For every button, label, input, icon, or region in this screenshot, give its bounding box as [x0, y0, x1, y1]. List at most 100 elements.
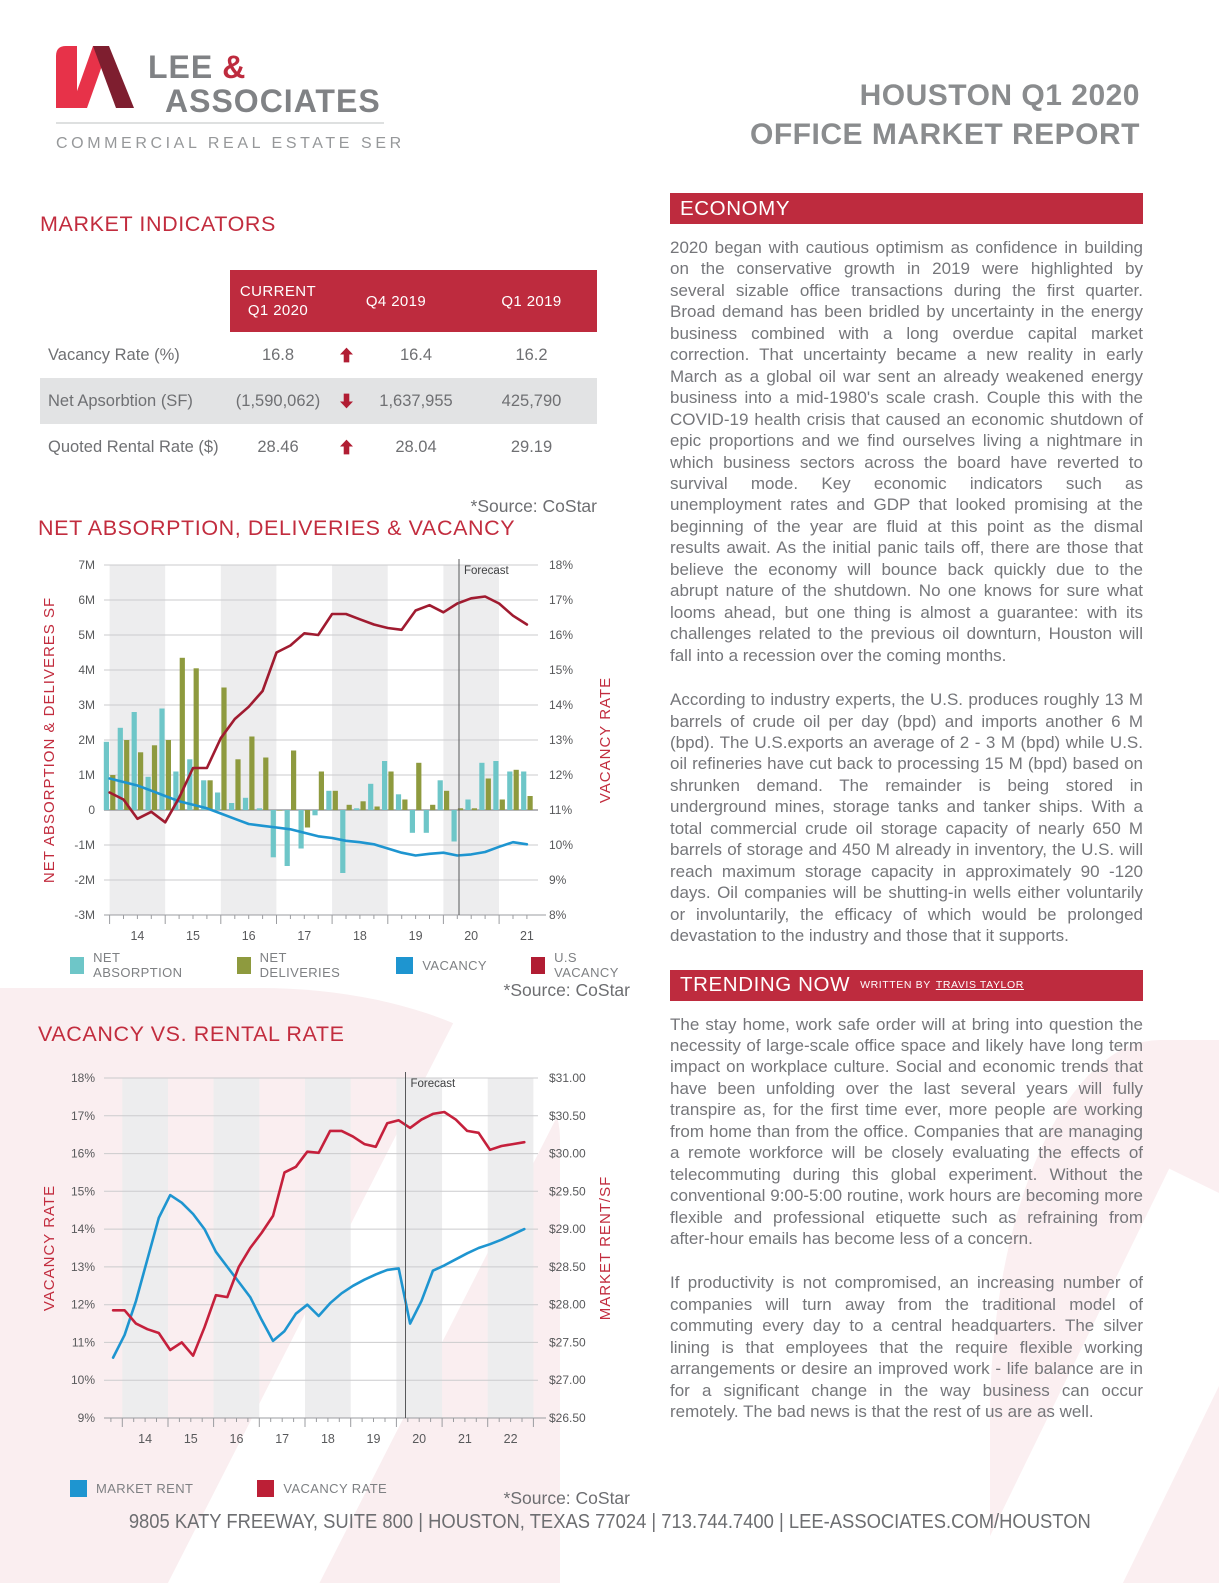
footer-text: 9805 KATY FREEWAY, SUITE 800 | HOUSTON, …: [128, 1511, 1091, 1533]
vacancy-vs-rental-rate-chart: 18% 17% 16% 15% 14% 13% 12% 11% 10% 9% $31.00 $30.5…: [41, 1071, 614, 1446]
right-axis-tick: $31.00: [549, 1071, 586, 1085]
source-note: *Source: CoStar: [470, 496, 597, 516]
right-axis-tick: 13%: [549, 733, 573, 747]
legend-swatch: [70, 956, 85, 974]
right-axis-title: VACANCY RATE: [597, 677, 614, 803]
right-axis-tick: $30.00: [549, 1147, 586, 1161]
right-axis-tick: 11%: [549, 803, 572, 817]
right-axis-tick: $28.00: [549, 1298, 586, 1312]
trend-down-arrow: [326, 393, 366, 409]
x-axis-label: 17: [275, 1432, 289, 1446]
legend-item: NET DELIVERIES: [236, 950, 353, 980]
left-axis-title: VACANCY RATE: [41, 1185, 58, 1311]
right-axis-tick: 15%: [549, 663, 573, 677]
byline: WRITTEN BY TRAVIS TAYLOR: [860, 979, 1024, 991]
x-axis-label: 17: [297, 929, 311, 943]
bars-net-deliveries: [110, 657, 533, 828]
legend-item: VACANCY: [396, 950, 487, 980]
absorption-deliveries-vacancy-chart: 7M 6M 5M 4M 3M 2M 1M 0 -1M -2M -3M 18% 17% 16% 15% 14% 1…: [41, 558, 614, 943]
x-axis-label: 19: [409, 929, 423, 943]
logo-bar: [56, 46, 77, 108]
absorption-chart-section: NET ABSORPTION, DELIVERIES & VACANCY 7M 6…: [38, 516, 630, 1021]
left-axis-tick: 17%: [71, 1109, 95, 1123]
column-header-q1-2019: Q1 2019: [501, 292, 562, 310]
author-link[interactable]: TRAVIS TAYLOR: [935, 979, 1024, 991]
year-band: [487, 1078, 534, 1418]
x-axis-label: 21: [458, 1432, 472, 1446]
chart-title: VACANCY VS. RENTAL RATE: [38, 1022, 345, 1046]
x-axis-label: 14: [138, 1432, 152, 1446]
q1-value: 425,790: [501, 391, 562, 410]
market-indicators-section: MARKET INDICATORS CURRENT Q1 2020 Q4 201…: [40, 212, 597, 517]
line-u-s-vacancy: [108, 595, 529, 824]
x-axis-label: 20: [464, 929, 478, 943]
row-label: Net Apsorbtion (SF): [48, 391, 193, 410]
row-label: Vacancy Rate (%): [48, 345, 180, 364]
left-axis-tick: 9%: [78, 1411, 96, 1425]
line-vacancy: [108, 777, 529, 857]
legend-item: MARKET RENT: [70, 1480, 193, 1497]
lee-associates-logo: LEE & ASSOCIATES COMMERCIAL REAL ESTATE S…: [52, 40, 467, 162]
byline-prefix: WRITTEN BY: [860, 979, 931, 991]
right-axis-title: MARKET RENT/SF: [597, 1176, 614, 1321]
left-axis-tick: 11%: [72, 1335, 95, 1349]
x-axis-label: 14: [130, 929, 144, 943]
x-axis-label: 16: [242, 929, 256, 943]
row-label: Quoted Rental Rate ($): [48, 437, 219, 456]
current-value: 16.8: [261, 345, 295, 364]
left-axis-title: NET ABSORPTION & DELIVERES SF: [41, 597, 58, 883]
column-header-q4-2019: Q4 2019: [365, 292, 427, 310]
q1-value: 29.19: [510, 437, 553, 456]
x-axis-label: 21: [520, 929, 534, 943]
trend-up-arrow: [326, 347, 366, 363]
section-title: ECONOMY: [680, 196, 791, 220]
right-axis-tick: $30.50: [549, 1109, 586, 1123]
right-axis-tick: $27.50: [549, 1335, 586, 1349]
right-axis-tick: $26.50: [549, 1411, 586, 1425]
report-text-column: ECONOMY 2020 began with cautious optimis…: [670, 193, 1143, 1446]
left-axis-tick: 2M: [78, 733, 95, 747]
right-axis-tick: 9%: [549, 873, 567, 887]
table-row: Quoted Rental Rate ($) 28.46 28.04 29.19: [40, 424, 597, 470]
economy-paragraph: According to industry experts, the U.S. …: [670, 690, 1143, 946]
legend-swatch: [396, 956, 414, 974]
legend-item: U.S VACANCY: [531, 950, 630, 980]
trending-paragraph: If productivity is not compromised, an i…: [670, 1273, 1143, 1422]
left-axis-tick: 15%: [71, 1184, 95, 1198]
q4-value: 28.04: [395, 437, 437, 456]
chart-title: NET ABSORPTION, DELIVERIES & VACANCY: [38, 516, 516, 540]
left-axis-tick: 6M: [78, 593, 95, 607]
table-row: Vacancy Rate (%) 16.8 16.4 16.2: [40, 332, 597, 378]
legend-swatch: [257, 1480, 275, 1497]
left-axis-tick: -3M: [74, 908, 95, 922]
table-row: Net Apsorbtion (SF) (1,590,062) 1,637,95…: [40, 378, 597, 424]
line-market-rent: [111, 1193, 526, 1359]
right-axis-tick: 14%: [549, 698, 573, 712]
q4-value: 1,637,955: [379, 391, 453, 410]
left-axis-tick: 4M: [78, 663, 95, 677]
left-axis-tick: -1M: [74, 838, 95, 852]
legend-swatch: [236, 956, 251, 974]
source-note: *Source: CoStar: [503, 1488, 630, 1508]
x-axis-label: 15: [186, 929, 200, 943]
right-axis-tick: 18%: [549, 558, 573, 572]
logo-line1: LEE &: [148, 49, 246, 85]
table-header: CURRENT Q1 2020 Q4 2019 Q1 2019: [230, 270, 597, 332]
legend-swatch: [70, 1480, 87, 1497]
legend-label: VACANCY RATE: [283, 1481, 388, 1496]
x-axis-label: 22: [504, 1432, 518, 1446]
left-axis-tick: 13%: [71, 1260, 95, 1274]
source-note: *Source: CoStar: [503, 980, 630, 1000]
column-header-current: CURRENT Q1 2020: [239, 283, 317, 319]
left-axis-tick: 18%: [71, 1071, 95, 1085]
section-title: TRENDING NOW: [680, 973, 851, 996]
trending-paragraph: The stay home, work safe order will at b…: [670, 1014, 1143, 1249]
legend-item: NET ABSORPTION: [70, 950, 193, 980]
logo-mark-icon: LEE & ASSOCIATES COMMERCIAL REAL ESTATE S…: [56, 46, 467, 152]
economy-paragraph: 2020 began with cautious optimism as con…: [670, 238, 1143, 665]
forecast-label: Forecast: [464, 565, 510, 577]
forecast-label: Forecast: [411, 1078, 457, 1090]
x-axis-label: 19: [367, 1432, 381, 1446]
q4-value: 16.4: [399, 345, 433, 364]
right-axis-tick: $28.50: [549, 1260, 586, 1274]
